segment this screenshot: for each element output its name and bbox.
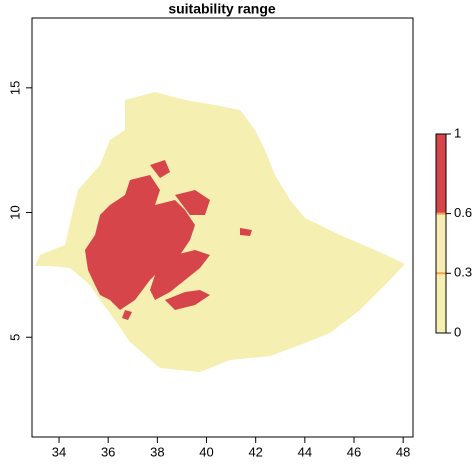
y-tick-label: 10 [7,205,22,219]
x-tick-label: 44 [298,444,312,459]
legend-frame [435,133,447,334]
legend-swatch [436,213,446,274]
legend-swatch [436,273,446,333]
legend-tick-label: 1 [454,125,461,140]
y-tick-label: 5 [7,334,22,341]
legend-tick-label: 0 [454,324,461,339]
high-suitability [85,160,252,320]
plot-frame [31,17,414,438]
x-tick-label: 42 [248,444,262,459]
chart-title: suitability range [168,1,276,17]
country-area [35,92,405,372]
x-tick-label: 40 [199,444,213,459]
legend-tick-label: 0.3 [454,265,472,280]
x-tick-label: 34 [52,444,66,459]
x-tick-label: 48 [396,444,410,459]
y-tick-label: 15 [7,81,22,95]
x-tick-label: 36 [101,444,115,459]
legend-tick-label: 0.6 [454,205,472,220]
legend-swatch [436,134,446,214]
map-layer [35,92,405,372]
x-tick-label: 38 [150,444,164,459]
x-tick-label: 46 [347,444,361,459]
